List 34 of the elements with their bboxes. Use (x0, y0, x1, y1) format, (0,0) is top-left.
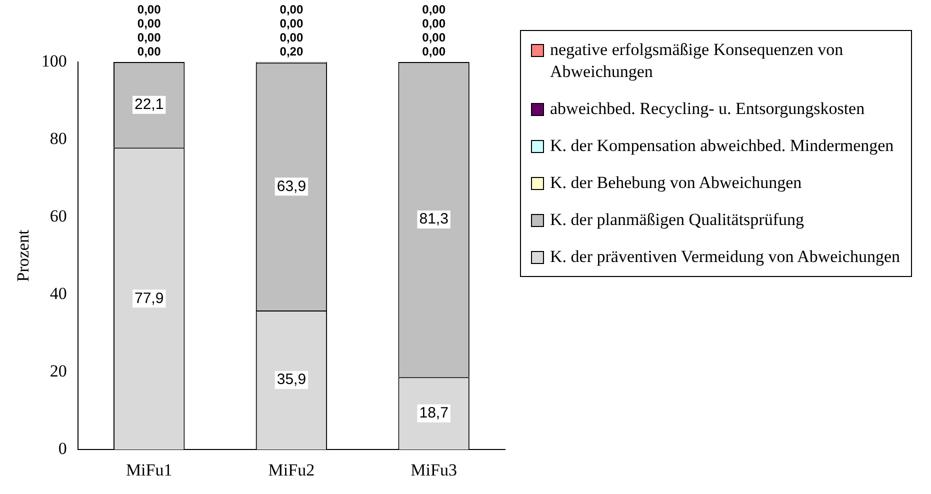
data-label: 18,7 (419, 404, 448, 422)
data-label: 0,00 (137, 2, 162, 16)
x-tick-label: MiFu3 (410, 460, 457, 480)
y-tick-label: 80 (50, 128, 67, 148)
y-tick-label: 40 (50, 284, 67, 304)
data-label: 0,00 (422, 2, 446, 16)
data-label: 0,00 (280, 30, 304, 44)
data-label: 0,00 (137, 30, 162, 44)
legend-label: K. der präventiven Vermeidung von Abweichungen (550, 246, 900, 268)
legend-label: K. der planmäßigen Qualitätsprüfung (550, 209, 804, 231)
data-label: 22,1 (134, 96, 164, 113)
data-label: 81,3 (419, 210, 448, 228)
data-label: 0,00 (280, 16, 304, 30)
legend-label: negative erfolgsmäßige Konsequenzen von Abweichungen (550, 39, 844, 83)
data-label: 0,00 (422, 30, 446, 44)
data-label: 0,00 (137, 44, 162, 58)
data-label: 0,00 (422, 16, 446, 30)
data-label: 0,20 (280, 44, 304, 58)
x-tick-label: MiFu1 (126, 460, 172, 480)
y-tick-label: 0 (58, 439, 67, 458)
y-axis-title: Prozent (14, 230, 33, 282)
data-label: 0,00 (280, 2, 304, 16)
y-tick-label: 100 (41, 51, 67, 70)
data-label: 63,9 (276, 178, 306, 195)
legend-label: K. der Kompensation abweichbed. Mindermengen (550, 135, 894, 157)
data-label: 77,9 (134, 290, 164, 307)
data-label: 35,9 (276, 371, 306, 388)
legend-label: abweichbed. Recycling- u. Entsorgungskosten (550, 98, 865, 120)
y-tick-label: 20 (50, 362, 67, 381)
data-label: 0,00 (422, 44, 446, 58)
x-tick-label: MiFu2 (268, 460, 315, 480)
data-label: 0,00 (137, 16, 162, 30)
y-tick-label: 60 (50, 206, 67, 226)
legend-label: K. der Behebung von Abweichungen (550, 172, 802, 194)
